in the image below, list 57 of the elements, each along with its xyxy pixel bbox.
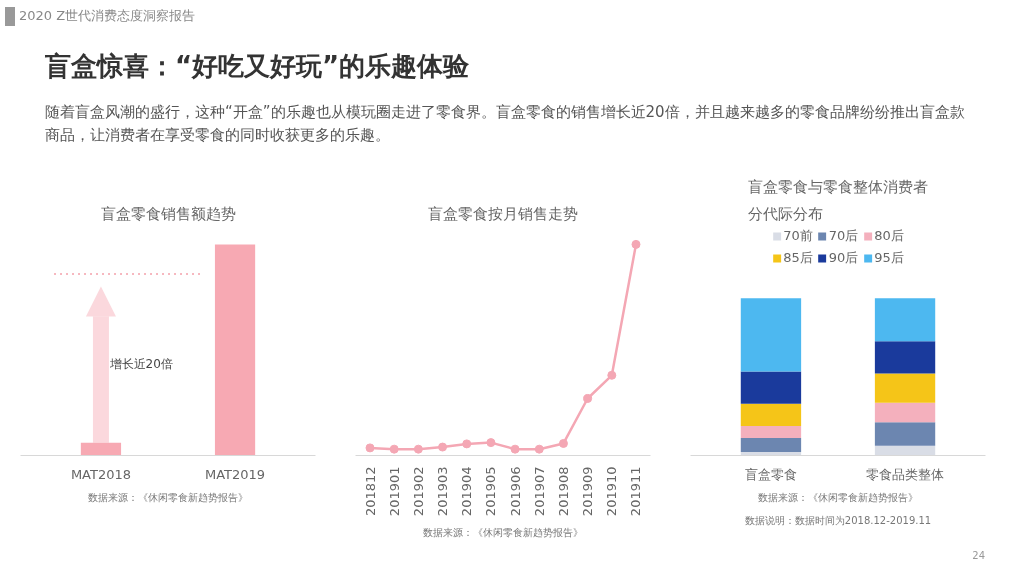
- x-tick-label: 201907: [531, 466, 547, 517]
- bar: [874, 298, 936, 342]
- text: 2020 Z世代消费态度洞察报告: [5, 7, 995, 26]
- point: [631, 239, 641, 249]
- text: 数据说明：数据时间为2018.12-2019.11: [744, 514, 932, 526]
- annotation: 增长近20倍: [108, 357, 173, 372]
- x-tick-label: 201905: [483, 466, 499, 517]
- point: [607, 370, 617, 380]
- bar: [740, 437, 802, 453]
- point: [438, 442, 448, 452]
- bar: [740, 426, 802, 438]
- text: 随着盲盒风潮的盛行，这种“开盒”的乐趣也从模玩圈走进了零食界。盲盒零食的销售增长近20倍，并且越来越多的零食品牌纷纷推出盲盒款商品，让消费者在享受零食的同时收获更多的乐趣。: [45, 101, 966, 146]
- text: 盲盒惊喜：“好吃又好玩”的乐趣体验: [45, 49, 471, 83]
- x-tick-label: 201911: [628, 466, 644, 517]
- legend-label: 70后: [828, 227, 859, 245]
- point: [558, 438, 568, 448]
- x-tick-label: 201812: [362, 466, 378, 517]
- x-tick-label: 201910: [604, 466, 620, 517]
- legend-label: 80后: [874, 227, 904, 245]
- x-tick-label: 201906: [507, 466, 523, 517]
- legend-label: 90后: [828, 249, 859, 267]
- legend-label: 70前: [783, 227, 813, 245]
- legend-label: 95后: [874, 249, 904, 267]
- x-tick-label: 201902: [410, 466, 426, 517]
- bar: [874, 402, 936, 423]
- bar: [874, 422, 936, 446]
- x-tick-label: MAT2019: [204, 466, 266, 482]
- x-tick-label: 零食品类整体: [866, 466, 945, 482]
- chart-title: 盲盒零食按月销售走势: [428, 204, 578, 223]
- bar: [740, 298, 802, 372]
- point: [534, 444, 544, 454]
- x-tick-label: MAT2018: [70, 466, 132, 482]
- bar: [874, 373, 936, 403]
- x-tick-label: 201901: [386, 466, 402, 517]
- point: [510, 444, 520, 454]
- legend-label: 85后: [783, 249, 813, 267]
- x-tick-label: 201908: [555, 466, 571, 517]
- chart-title: 盲盒零食与零食整体消费者分代际分布: [748, 177, 928, 223]
- bar: [874, 341, 936, 374]
- bar: [740, 371, 802, 404]
- x-tick-label: 201909: [580, 466, 596, 517]
- source-note: 数据来源：《休闲零食新趋势报告》: [758, 491, 918, 503]
- bar: [740, 403, 802, 427]
- x-tick-label: 201903: [435, 466, 451, 517]
- source-note: 数据来源：《休闲零食新趋势报告》: [88, 491, 248, 503]
- x-tick-label: 201904: [459, 466, 475, 517]
- point: [486, 438, 496, 448]
- source-note: 数据来源：《休闲零食新趋势报告》: [423, 526, 583, 538]
- point: [462, 439, 472, 449]
- bar: [874, 445, 936, 456]
- text: 24: [971, 549, 985, 563]
- x-tick-label: 盲盒零食: [744, 466, 797, 482]
- point: [365, 443, 375, 453]
- chart-title: 盲盒零食销售额趋势: [100, 204, 236, 223]
- point: [583, 394, 593, 403]
- point: [413, 444, 423, 454]
- point: [389, 444, 399, 454]
